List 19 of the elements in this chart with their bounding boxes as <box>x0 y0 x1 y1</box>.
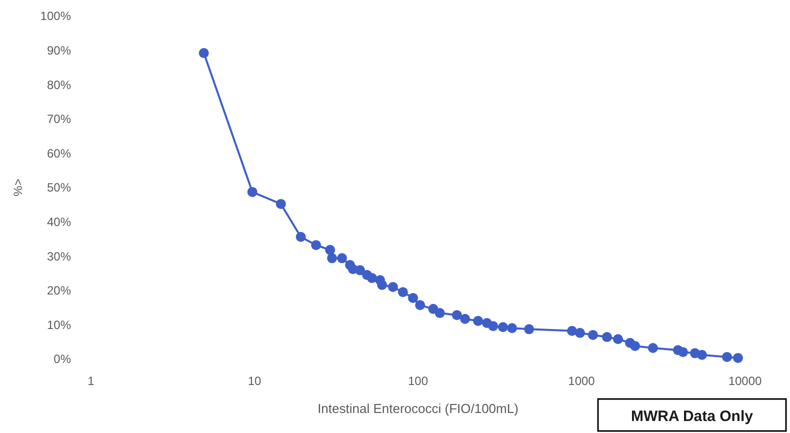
x-tick-label: 100 <box>408 374 428 388</box>
y-tick-label: 30% <box>46 249 72 264</box>
x-tick-label: 1 <box>88 374 95 388</box>
y-tick-label: 100% <box>40 9 72 24</box>
x-tick-label: 10000 <box>728 374 762 388</box>
x-tick-label: 10 <box>248 374 262 388</box>
y-tick-label: 80% <box>46 78 72 92</box>
y-tick-label: 20% <box>46 284 72 298</box>
y-tick-label: 90% <box>46 44 72 58</box>
x-tick-label: 1000 <box>568 374 596 388</box>
y-tick-label: 10% <box>46 318 72 332</box>
y-tick-label: 70% <box>46 112 72 126</box>
x-axis-title: Intestinal Enterococci (FIO/100mL) <box>318 401 518 416</box>
y-tick-label: 60% <box>46 146 72 160</box>
y-tick-label: 40% <box>46 215 72 229</box>
y-tick-label: 50% <box>46 180 72 195</box>
text: MWRA Data Only <box>631 408 754 425</box>
y-tick-label: 0% <box>54 352 72 366</box>
y-axis-title: %> <box>11 178 25 196</box>
